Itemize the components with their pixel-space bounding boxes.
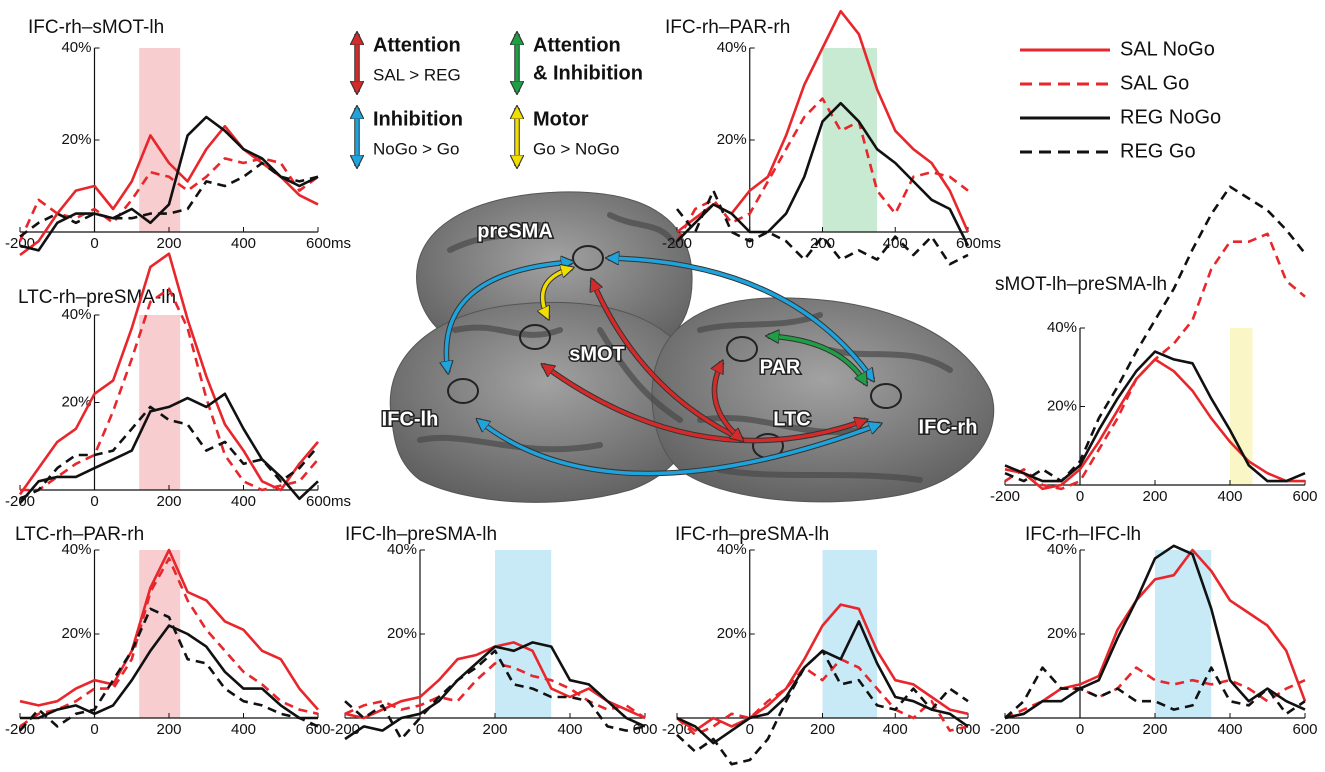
x-tick-label: 600ms	[306, 235, 351, 252]
x-tick-label: -200	[990, 488, 1020, 505]
arrow-legend-title: Attention	[533, 34, 621, 56]
data-line	[1005, 359, 1305, 489]
x-tick-label: -200	[662, 235, 692, 252]
arrow-legend-subtitle: SAL > REG	[373, 65, 461, 84]
region-label: LTC	[773, 408, 810, 430]
x-tick-label: 200	[156, 235, 181, 252]
arrow-legend-title: Motor	[533, 108, 589, 130]
x-tick-label: 200	[810, 721, 835, 738]
region-label: IFC-lh	[382, 408, 439, 430]
highlight-window	[495, 550, 551, 718]
x-tick-label: 0	[746, 235, 754, 252]
x-tick-label: 0	[416, 721, 424, 738]
y-tick-label: 40%	[61, 541, 91, 558]
chart-title: sMOT-lh–preSMA-lh	[995, 274, 1167, 295]
x-tick-label: 400	[1217, 721, 1242, 738]
x-tick-label: 0	[1076, 721, 1084, 738]
y-tick-label: 20%	[717, 625, 747, 642]
y-tick-label: 40%	[387, 541, 417, 558]
x-tick-label: 400	[557, 721, 582, 738]
y-tick-label: 40%	[61, 306, 91, 323]
x-tick-label: 400	[231, 721, 256, 738]
legend-label: SAL Go	[1120, 72, 1189, 94]
highlight-window	[823, 48, 878, 232]
chart-title: IFC-rh–preSMA-lh	[675, 524, 829, 545]
chart-title: IFC-rh–IFC-lh	[1025, 524, 1141, 545]
panel: LTC-rh–PAR-rh-200020040060020%40%	[5, 524, 331, 738]
y-tick-label: 40%	[717, 541, 747, 558]
y-tick-label: 40%	[717, 39, 747, 56]
x-tick-label: 0	[90, 721, 98, 738]
x-tick-label: 200	[810, 235, 835, 252]
x-tick-label: 200	[156, 721, 181, 738]
x-tick-label: 400	[231, 235, 256, 252]
x-tick-label: 200	[1142, 488, 1167, 505]
x-tick-label: 0	[1076, 488, 1084, 505]
x-tick-label: 200	[482, 721, 507, 738]
y-tick-label: 20%	[61, 131, 91, 148]
arrow-legend-subtitle: Go > NoGo	[533, 139, 619, 158]
x-tick-label: 600	[1292, 488, 1317, 505]
arrow-legend-title: & Inhibition	[533, 62, 643, 84]
data-line	[1005, 352, 1305, 482]
arrow-legend-subtitle: NoGo > Go	[373, 139, 459, 158]
x-tick-label: 600	[1292, 721, 1317, 738]
chart-title: IFC-rh–PAR-rh	[665, 17, 790, 38]
highlight-window	[139, 48, 180, 232]
x-tick-label: 200	[156, 493, 181, 510]
y-tick-label: 20%	[387, 625, 417, 642]
highlight-window	[1155, 550, 1211, 718]
x-tick-label: 400	[231, 493, 256, 510]
chart-title: IFC-rh–sMOT-lh	[28, 17, 164, 38]
figure: preSMA sMOT IFC-lh PAR LTC IFC-rh Attention SAL…	[0, 0, 1325, 772]
x-tick-label: -200	[990, 721, 1020, 738]
y-tick-label: 40%	[1047, 541, 1077, 558]
y-tick-label: 20%	[61, 625, 91, 642]
chart-title: LTC-rh–preSMA-lh	[18, 287, 176, 308]
y-tick-label: 20%	[1047, 625, 1077, 642]
region-label: preSMA	[477, 220, 553, 242]
x-tick-label: 400	[883, 721, 908, 738]
region-label: sMOT	[569, 343, 625, 365]
x-tick-label: 600	[955, 721, 980, 738]
x-tick-label: 200	[1142, 721, 1167, 738]
data-line	[1005, 234, 1305, 489]
panel: IFC-rh–PAR-rh-2000200400600ms20%40%	[662, 11, 1001, 264]
y-tick-label: 40%	[1047, 319, 1077, 336]
x-tick-label: 600ms	[306, 493, 351, 510]
legend-label: SAL NoGo	[1120, 38, 1215, 60]
x-tick-label: 0	[746, 721, 754, 738]
arrow-legend-title: Inhibition	[373, 108, 463, 130]
highlight-window	[139, 315, 180, 490]
panel: IFC-rh–IFC-lh -200 0 200 400 600 20% 40%	[990, 524, 1318, 738]
x-tick-label: 400	[1217, 488, 1242, 505]
x-tick-label: 0	[90, 235, 98, 252]
x-tick-label: 0	[90, 493, 98, 510]
panel: sMOT-lh–preSMA-lh -200 0 200 400 600 20% 40%	[990, 187, 1318, 505]
legend-label: REG Go	[1120, 140, 1196, 162]
x-tick-label: 600	[305, 721, 330, 738]
x-tick-label: -200	[330, 721, 360, 738]
legend-label: REG NoGo	[1120, 106, 1221, 128]
chart-title: IFC-lh–preSMA-lh	[345, 524, 497, 545]
arrow-legend-title: Attention	[373, 34, 461, 56]
region-label: IFC-rh	[919, 416, 978, 438]
y-tick-label: 20%	[717, 131, 747, 148]
y-tick-label: 20%	[1047, 397, 1077, 414]
region-label: PAR	[760, 356, 801, 378]
y-tick-label: 40%	[61, 39, 91, 56]
